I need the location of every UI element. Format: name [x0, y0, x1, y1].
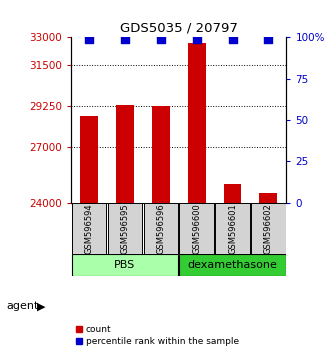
- Legend: count, percentile rank within the sample: count, percentile rank within the sample: [76, 325, 239, 346]
- Text: GSM596596: GSM596596: [156, 203, 165, 254]
- FancyBboxPatch shape: [215, 203, 250, 253]
- FancyBboxPatch shape: [179, 203, 214, 253]
- Point: [122, 36, 128, 42]
- Point: [230, 36, 235, 42]
- Text: GSM596595: GSM596595: [120, 203, 129, 254]
- Bar: [223, 184, 242, 354]
- FancyBboxPatch shape: [72, 254, 178, 276]
- Text: GSM596594: GSM596594: [85, 203, 94, 254]
- FancyBboxPatch shape: [72, 203, 106, 253]
- Text: GSM596602: GSM596602: [264, 203, 273, 254]
- Text: PBS: PBS: [114, 260, 136, 270]
- Point: [194, 36, 199, 42]
- Title: GDS5035 / 20797: GDS5035 / 20797: [120, 22, 238, 35]
- Text: GSM596600: GSM596600: [192, 203, 201, 254]
- Point: [266, 36, 271, 42]
- Bar: [188, 43, 206, 354]
- Bar: [152, 106, 170, 354]
- FancyBboxPatch shape: [179, 254, 286, 276]
- Point: [86, 36, 92, 42]
- FancyBboxPatch shape: [108, 203, 142, 253]
- Text: ▶: ▶: [37, 301, 46, 311]
- Bar: [260, 193, 277, 354]
- FancyBboxPatch shape: [144, 203, 178, 253]
- Text: agent: agent: [7, 301, 39, 311]
- Text: GSM596601: GSM596601: [228, 203, 237, 254]
- Text: dexamethasone: dexamethasone: [188, 260, 277, 270]
- FancyBboxPatch shape: [251, 203, 286, 253]
- Bar: [80, 116, 98, 354]
- Point: [158, 36, 164, 42]
- Bar: [116, 105, 134, 354]
